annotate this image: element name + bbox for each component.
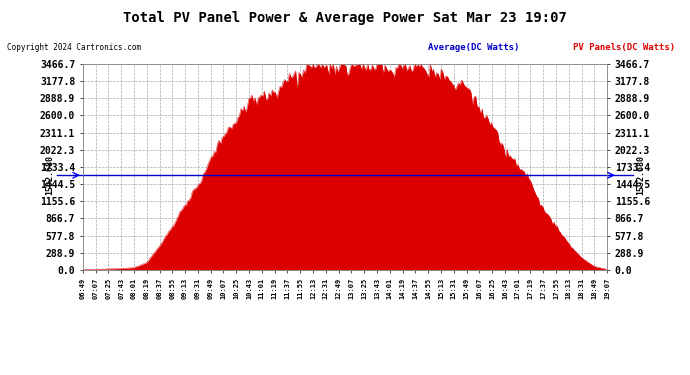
Text: 1592.680: 1592.680	[636, 155, 645, 195]
Text: 1592.680: 1592.680	[45, 155, 54, 195]
Text: PV Panels(DC Watts): PV Panels(DC Watts)	[573, 43, 675, 52]
Text: Total PV Panel Power & Average Power Sat Mar 23 19:07: Total PV Panel Power & Average Power Sat…	[123, 11, 567, 25]
Text: Average(DC Watts): Average(DC Watts)	[428, 43, 519, 52]
Text: Copyright 2024 Cartronics.com: Copyright 2024 Cartronics.com	[7, 43, 141, 52]
